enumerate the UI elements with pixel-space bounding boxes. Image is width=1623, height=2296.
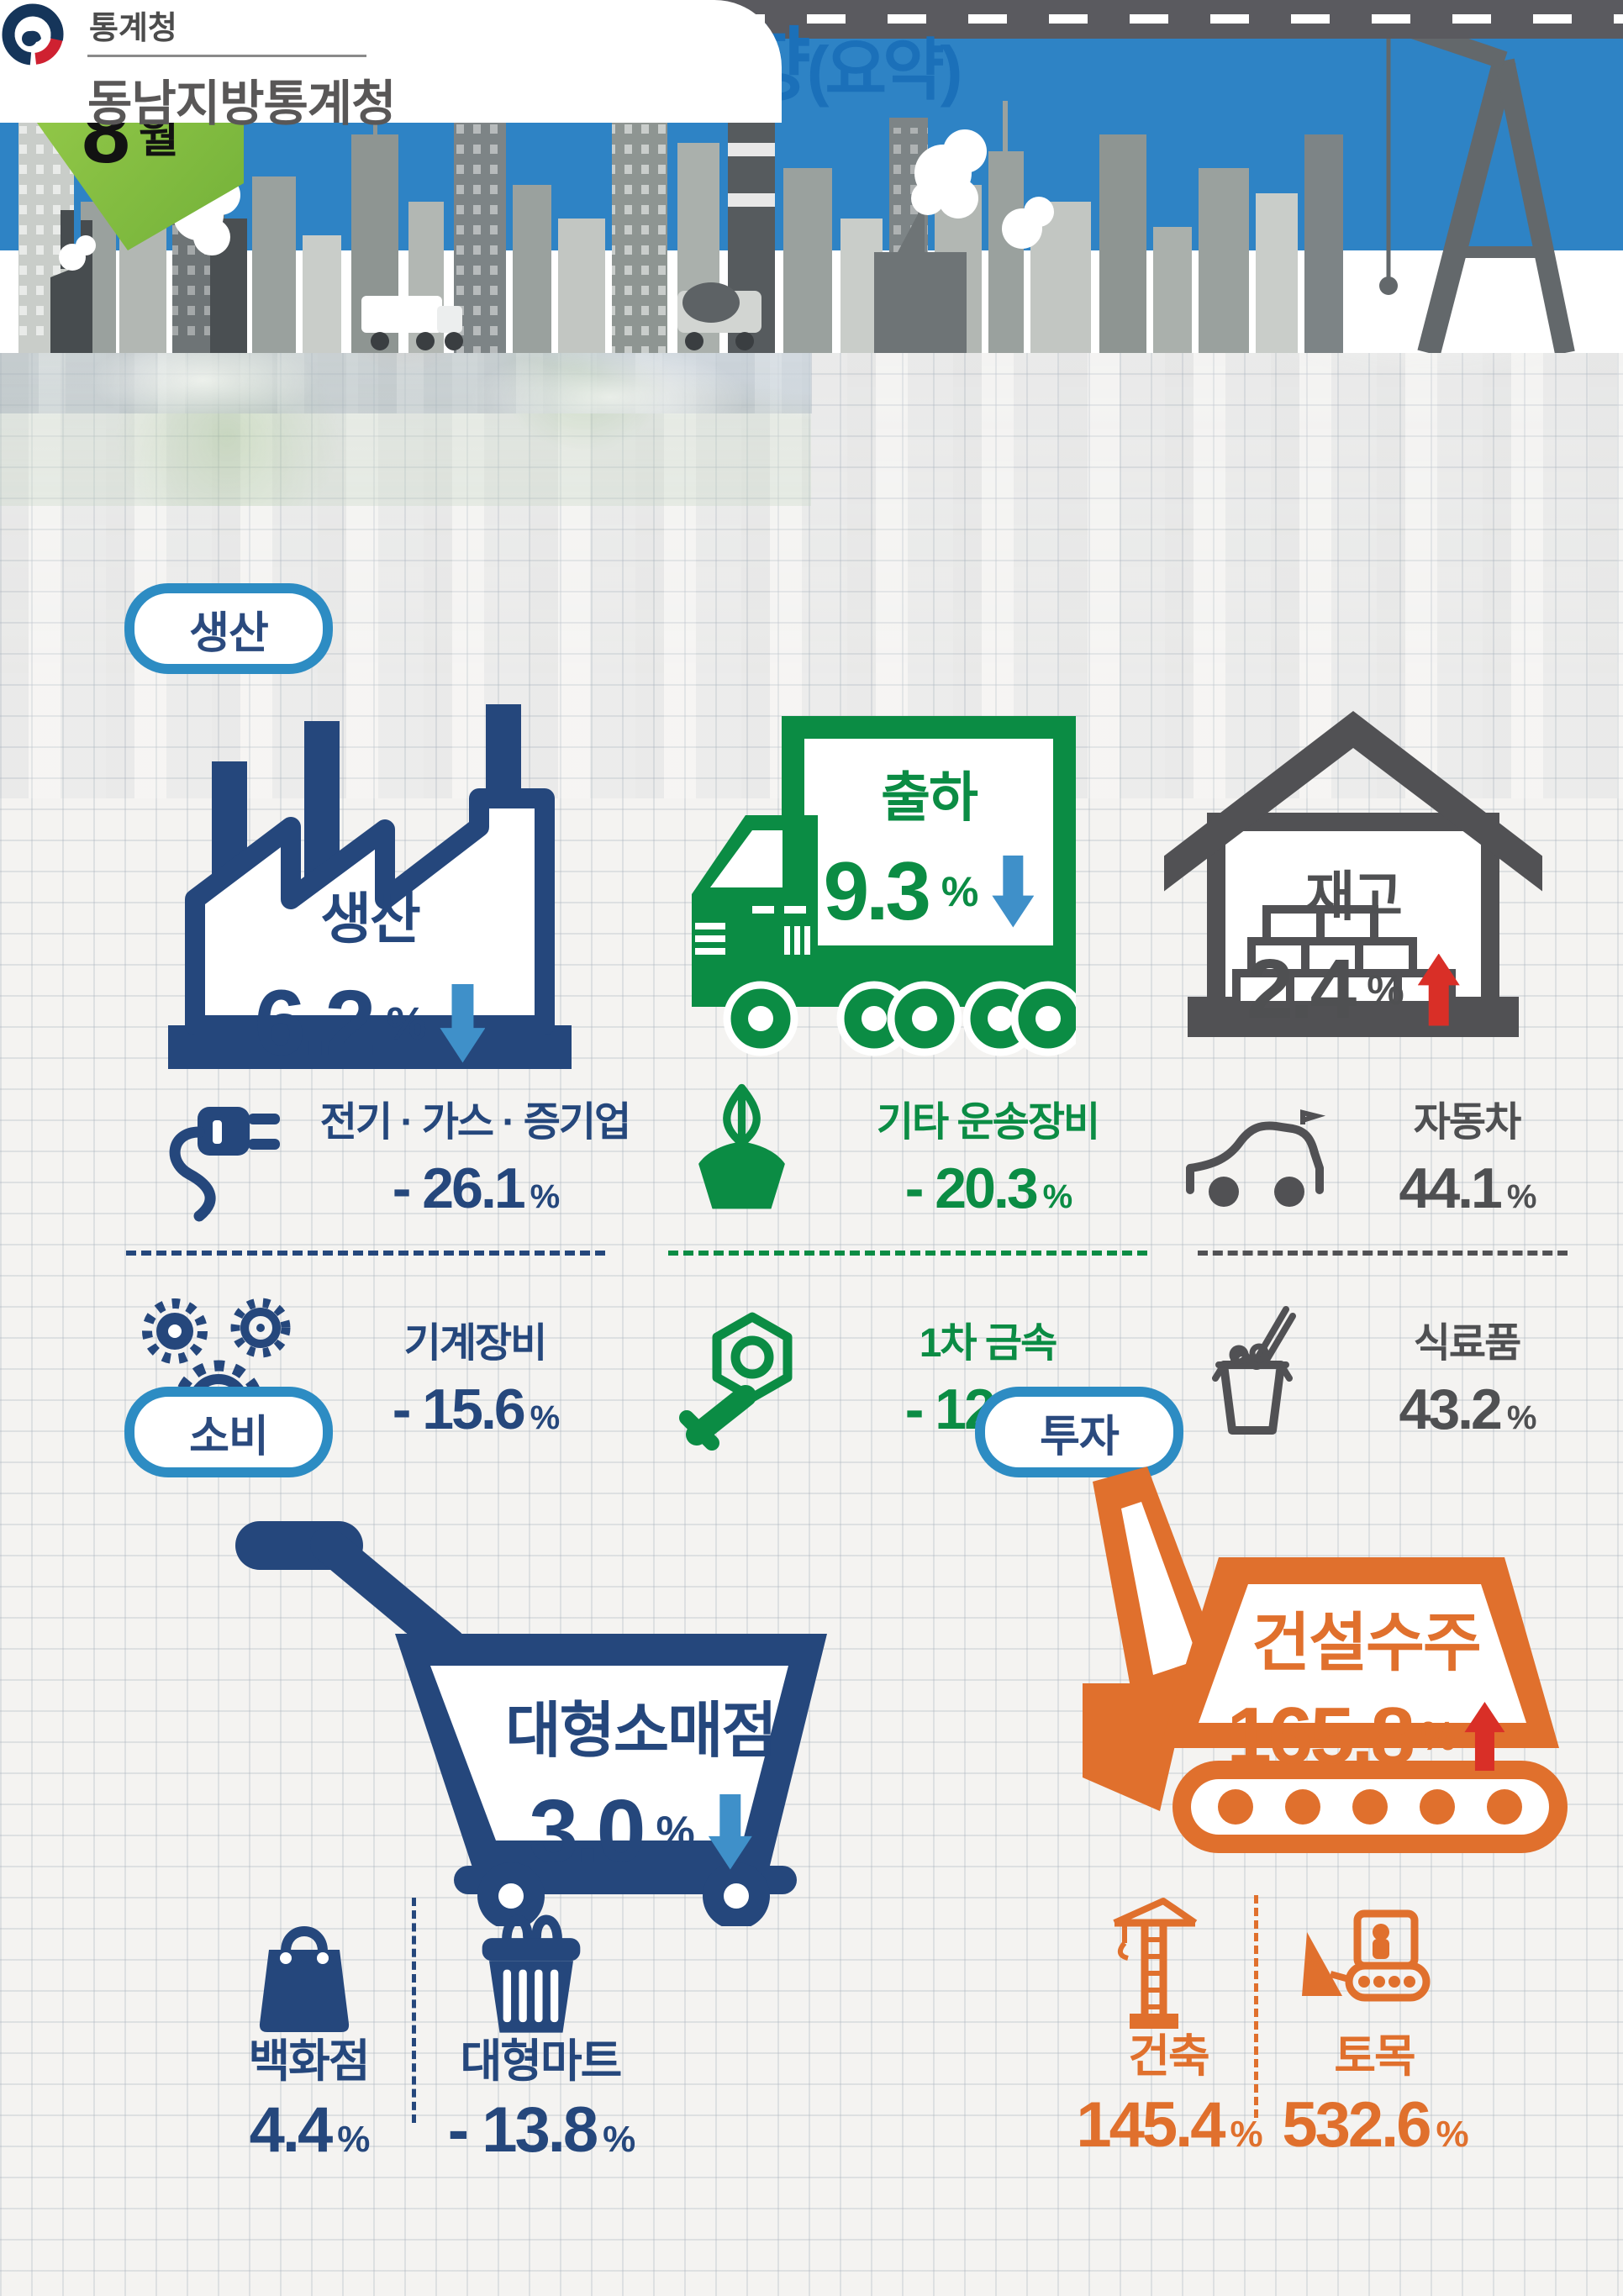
car-icon xyxy=(1186,1109,1326,1207)
card-label: 출하 xyxy=(881,767,978,828)
detail-value: 44.1 xyxy=(1399,1156,1503,1220)
detail-machinery: 기계장비 - 15.6% xyxy=(294,1309,656,1442)
kostat-logo-icon xyxy=(2,3,64,66)
card-value: 165.8 xyxy=(1226,1691,1415,1781)
detail-label: 1차 금속 xyxy=(919,1321,1058,1366)
detail-value: 4.4 xyxy=(249,2094,334,2166)
card-value: 9.3 xyxy=(823,845,931,937)
detail-unit: % xyxy=(1436,2114,1469,2155)
card-label: 생산 xyxy=(320,887,420,950)
up-arrow-icon xyxy=(1464,1702,1505,1771)
detail-unit: % xyxy=(1230,2114,1263,2155)
footer-org-large: 동남지방통계청 xyxy=(87,76,397,131)
detail-value: - 15.6 xyxy=(392,1377,526,1441)
separator-vertical-orange xyxy=(1254,1895,1258,2118)
detail-label: 전기 · 가스 · 증기업 xyxy=(319,1100,631,1145)
detail-unit: % xyxy=(530,1399,561,1436)
inventory-card: 재고 2.4 % xyxy=(1162,696,1544,1057)
detail-value: 43.2 xyxy=(1399,1377,1503,1441)
detail-unit: % xyxy=(1506,1178,1537,1215)
detail-label: 건축 xyxy=(1128,2031,1209,2082)
card-unit: % xyxy=(386,998,427,1049)
inventory-card-text: 재고 2.4 % xyxy=(1227,854,1479,1038)
detail-hypermarket: 대형마트 - 13.8% xyxy=(402,2024,679,2167)
road-center-line xyxy=(0,14,1623,24)
detail-unit: % xyxy=(530,1178,561,1215)
city-skyline-illustration xyxy=(0,0,1623,353)
card-unit: % xyxy=(1420,1714,1457,1759)
plug-icon xyxy=(169,1107,280,1222)
bulldozer-icon xyxy=(1302,1909,1431,2002)
card-label: 대형소매점 xyxy=(505,1698,777,1765)
card-value: 2.4 xyxy=(1246,942,1357,1036)
detail-department-store: 백화점 4.4% xyxy=(178,2024,439,2167)
detail-label: 자동차 xyxy=(1413,1100,1521,1145)
card-unit: % xyxy=(656,1807,695,1856)
down-arrow-icon xyxy=(992,855,1035,928)
detail-unit: % xyxy=(603,2119,635,2160)
shipment-card: 출하 9.3 % xyxy=(618,716,1086,1069)
detail-value: 145.4 xyxy=(1076,2089,1225,2161)
card-value: 6.2 xyxy=(254,972,377,1075)
construction-orders-card: 건설수주 165.8 % xyxy=(1034,1458,1589,1895)
footer-background xyxy=(0,0,782,123)
retail-card-text: 대형소매점 3.0 % xyxy=(481,1681,800,1883)
factory-icon xyxy=(168,704,572,1069)
detail-unit: % xyxy=(337,2119,370,2160)
production-card: 생산 6.2 % xyxy=(168,691,572,1075)
detail-value: 532.6 xyxy=(1282,2089,1431,2161)
card-unit: % xyxy=(1367,966,1404,1014)
footer-org-names: 통계청 동남지방통계청 xyxy=(87,0,397,134)
detail-other-transport-equipment: 기타 운송장비 - 20.3% xyxy=(811,1088,1164,1221)
detail-value: - 20.3 xyxy=(904,1156,1039,1220)
detail-label: 기계장비 xyxy=(403,1321,548,1366)
construction-orders-text: 건설수주 165.8 % xyxy=(1189,1591,1542,1783)
warehouse-icon xyxy=(1162,711,1544,1037)
bolt-hammer-icon xyxy=(679,1312,793,1451)
card-label: 건설수주 xyxy=(1252,1608,1482,1679)
retail-card: 대형소매점 3.0 % xyxy=(229,1498,851,1930)
separator-gray xyxy=(1198,1251,1568,1256)
production-card-text: 생산 6.2 % xyxy=(210,874,530,1077)
footer-logo-block: 통계청 동남지방통계청 xyxy=(0,0,397,134)
detail-label: 백화점 xyxy=(248,2036,370,2087)
down-arrow-icon xyxy=(440,983,486,1063)
tower-crane-icon xyxy=(1113,1898,1198,2029)
up-arrow-icon xyxy=(1417,953,1460,1026)
detail-food-products: 식료품 43.2% xyxy=(1328,1309,1605,1442)
shopping-bag-icon xyxy=(259,1926,350,2032)
separator-vertical-navy xyxy=(412,1898,416,2123)
separator-navy xyxy=(126,1251,605,1256)
detail-civil-engineering: 토목 532.6% xyxy=(1219,2019,1530,2162)
factory-silhouettes xyxy=(50,202,967,353)
basket-icon xyxy=(482,1914,581,2033)
detail-automobile: 자동차 44.1% xyxy=(1328,1088,1605,1221)
card-value: 3.0 xyxy=(529,1782,646,1881)
badge-consumption: 소비 xyxy=(124,1387,333,1477)
detail-label: 대형마트 xyxy=(460,2036,623,2087)
detail-label: 토목 xyxy=(1334,2031,1415,2082)
detail-unit: % xyxy=(1042,1178,1073,1215)
card-unit: % xyxy=(941,867,979,915)
noodle-box-icon xyxy=(1212,1306,1296,1435)
excavator-icon xyxy=(1083,1467,1568,1853)
detail-value: - 26.1 xyxy=(392,1156,526,1220)
shipment-card-text: 출하 9.3 % xyxy=(804,755,1053,939)
detail-label: 식료품 xyxy=(1413,1321,1521,1366)
ship-icon xyxy=(698,1083,785,1209)
card-label: 재고 xyxy=(1305,866,1403,927)
detail-building-construction: 건축 145.4% xyxy=(1017,2019,1320,2162)
detail-electricity-gas-steam: 전기 · 가스 · 증기업 - 26.1% xyxy=(294,1088,656,1221)
badge-production: 생산 xyxy=(124,583,333,674)
road-vehicles xyxy=(361,282,761,350)
detail-unit: % xyxy=(1506,1399,1537,1436)
detail-label: 기타 운송장비 xyxy=(876,1100,1100,1145)
footer-org-small: 통계청 xyxy=(87,0,366,57)
separator-green xyxy=(668,1251,1147,1256)
shopping-cart-icon xyxy=(235,1521,827,1930)
truck-icon xyxy=(692,716,1086,1056)
down-arrow-icon xyxy=(708,1793,752,1870)
detail-value: - 13.8 xyxy=(447,2094,598,2166)
